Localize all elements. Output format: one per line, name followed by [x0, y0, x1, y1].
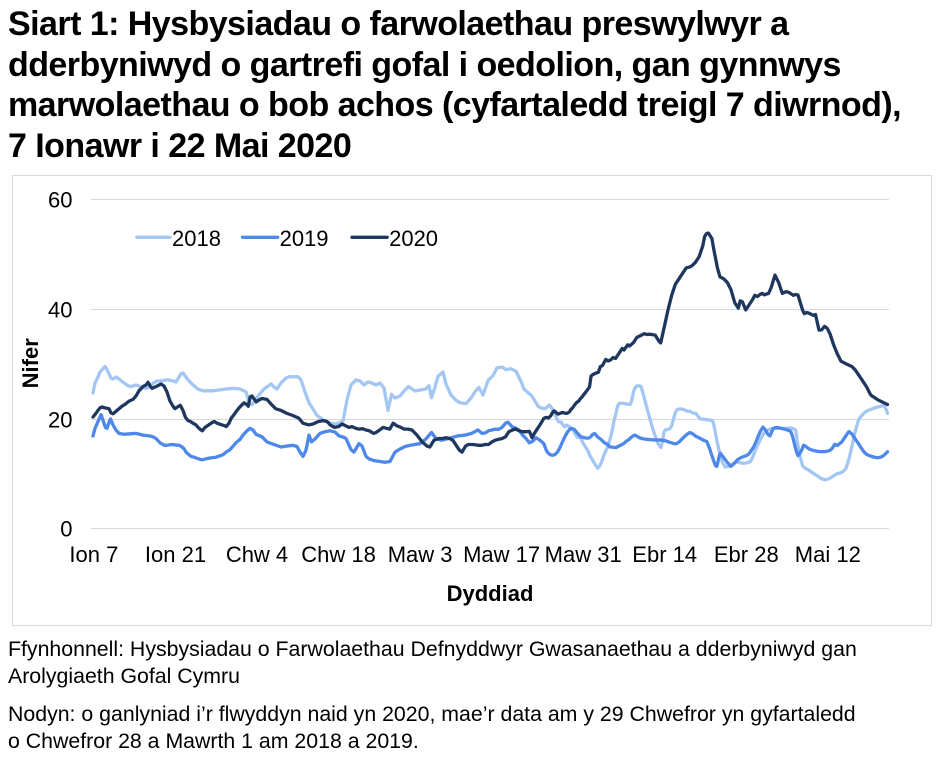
svg-text:Ebr 14: Ebr 14 [632, 542, 697, 567]
svg-text:Maw 17: Maw 17 [463, 542, 540, 567]
svg-text:Chw 18: Chw 18 [301, 542, 376, 567]
svg-text:Maw 31: Maw 31 [545, 542, 622, 567]
svg-text:2020: 2020 [389, 226, 438, 251]
svg-text:Maw 3: Maw 3 [388, 542, 453, 567]
svg-text:0: 0 [60, 517, 72, 542]
svg-text:Ion 21: Ion 21 [145, 542, 206, 567]
svg-text:60: 60 [48, 188, 72, 213]
svg-text:Ion 7: Ion 7 [69, 542, 118, 567]
svg-text:20: 20 [48, 408, 72, 433]
svg-text:Ebr 28: Ebr 28 [714, 542, 779, 567]
svg-text:Nifer: Nifer [18, 338, 43, 389]
svg-text:2019: 2019 [280, 226, 329, 251]
svg-text:Dyddiad: Dyddiad [447, 581, 534, 606]
svg-text:40: 40 [48, 298, 72, 323]
svg-text:Mai 12: Mai 12 [795, 542, 861, 567]
svg-text:Chw 4: Chw 4 [226, 542, 288, 567]
svg-text:2018: 2018 [172, 226, 221, 251]
